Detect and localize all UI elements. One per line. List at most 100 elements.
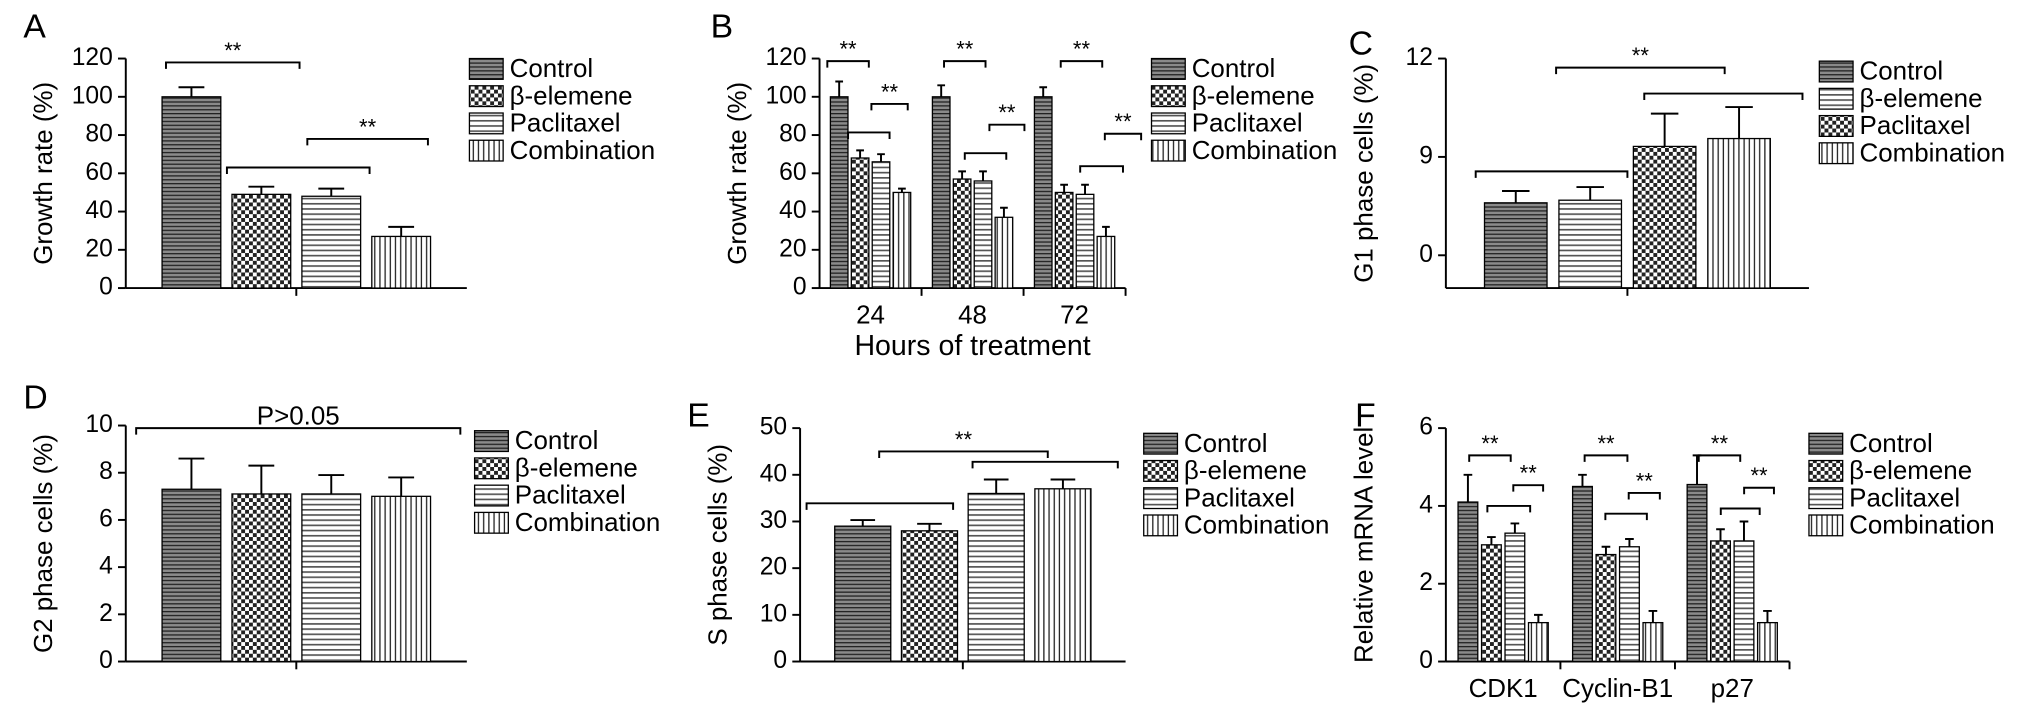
legend-label: Paclitaxel [1184,484,1295,512]
significance-label: ** [1636,468,1654,493]
y-tick-label: 6 [99,505,113,532]
y-tick-label: 0 [99,274,113,301]
y-tick-label: 4 [99,553,113,580]
legend-swatch [468,139,504,162]
legend-label: Combination [510,137,656,165]
legend-label: Combination [1192,137,1338,165]
error-bar [1578,473,1587,487]
legend-swatch [468,112,504,135]
error-bar [1725,106,1753,139]
legend-swatch [1150,57,1186,80]
bar [1756,621,1778,663]
significance-bracket [1719,507,1761,515]
error-bar [1081,183,1089,195]
y-tick-label: 0 [99,647,113,674]
y-tick-label: 40 [760,460,787,487]
significance-bracket [971,460,1119,469]
legend-swatch [1818,87,1854,110]
significance-bracket [135,427,462,435]
bar [1632,145,1697,289]
significance-bracket [1059,60,1104,68]
y-tick-label: 2 [1419,569,1433,596]
significance-bracket [847,131,891,139]
error-bar [1487,536,1496,545]
significance-bracket [1583,454,1629,462]
y-tick-label: 8 [99,458,113,485]
y-tick-label: 6 [1419,414,1433,441]
y-tick-label: 80 [779,121,806,148]
y-tick-label: 2 [99,600,113,627]
bar [231,193,292,289]
bar [1709,540,1732,663]
significance-label: ** [955,427,973,452]
y-axis-label: Growth rate (%) [724,82,752,265]
y-tick-label: 0 [1419,647,1433,674]
error-bar [983,478,1009,494]
significance-bracket [1627,491,1661,500]
error-bar [856,149,864,159]
bar [1686,483,1708,663]
legend-label: Paclitaxel [1192,110,1303,138]
significance-bracket [1486,504,1532,513]
error-bar [388,225,415,237]
bar [850,157,870,289]
legend-label: Control [510,55,594,83]
error-bar [178,86,205,97]
legend-swatch [1143,432,1179,455]
bar [371,495,432,663]
bar [301,493,362,663]
bar [1558,199,1623,289]
error-bar [1039,86,1048,97]
bar [161,96,222,289]
y-axis-label: S phase cells (%) [705,444,733,646]
legend-swatch [473,457,509,480]
y-tick-label: 100 [72,82,113,109]
legend-swatch [468,85,504,108]
significance-label: ** [359,114,377,139]
legend-swatch [1143,459,1179,482]
x-tick-label: p27 [1711,675,1754,703]
y-tick-label: 20 [779,235,806,262]
bar [994,216,1014,289]
legend-label: Control [515,427,599,455]
error-bar [958,170,966,180]
x-axis-label: Hours of treatment [854,330,1090,362]
bar [1033,96,1053,289]
significance-label: ** [1597,431,1615,456]
x-tick-label: Cyclin-B1 [1562,675,1673,703]
legend-swatch [1808,459,1844,482]
panel-label: C [1349,24,1373,62]
error-bar [937,84,946,97]
significance-bracket [988,123,1026,132]
bar [1096,235,1116,289]
legend-label: Combination [515,509,661,537]
y-tick-label: 0 [1419,241,1433,268]
significance-label: ** [1481,431,1499,456]
error-bar [178,457,205,490]
significance-label: ** [224,38,242,63]
error-bar [1534,613,1543,623]
legend-swatch [1150,112,1186,135]
significance-bracket [963,152,1008,160]
panel-label: F [1355,397,1376,435]
legend-label: Combination [1860,139,2006,167]
significance-bracket [306,137,429,146]
error-bar [1601,545,1611,555]
bar [231,493,292,663]
panel-label: A [23,8,46,46]
bar [892,191,912,289]
bar [1595,553,1617,663]
panel-label: D [23,378,47,416]
y-tick-label: 120 [765,44,806,71]
error-bar [1050,478,1076,489]
legend-swatch [473,430,509,453]
legend-label: β-elemene [515,454,638,482]
bar [871,161,891,289]
error-bar [248,464,275,494]
error-bar [1576,186,1604,201]
legend-label: Paclitaxel [515,482,626,510]
bar [1054,191,1074,289]
significance-bracket [1079,165,1124,173]
panel-label: B [711,8,733,46]
